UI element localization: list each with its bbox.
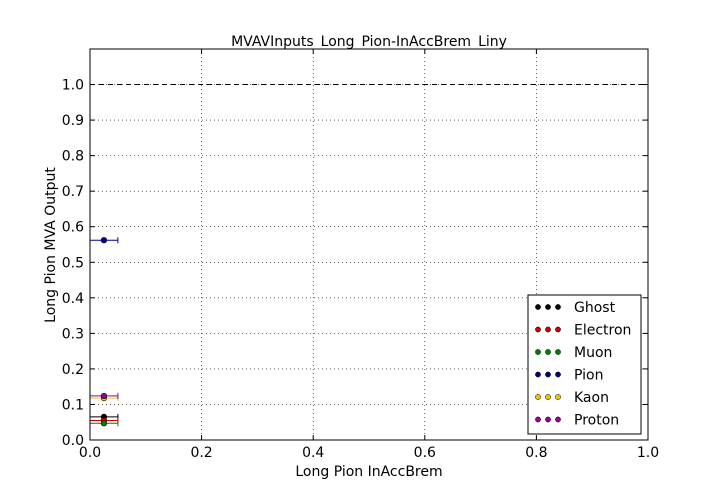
legend-marker-muon: [555, 349, 560, 354]
muon-point: [101, 420, 107, 426]
legend-marker-proton: [555, 417, 560, 422]
legend-label-pion: Pion: [574, 368, 603, 384]
legend: Ghost Electron Muon Pion Kaon Proton: [528, 295, 641, 434]
x-axis-label: Long Pion InAccBrem: [295, 464, 442, 480]
x-tick-label: 0.8: [525, 445, 547, 461]
legend-label-ghost: Ghost: [574, 300, 616, 316]
y-tick-label: 0.1: [62, 397, 84, 413]
legend-label-electron: Electron: [574, 323, 631, 339]
y-tick-label: 0.6: [62, 220, 84, 236]
legend-marker-ghost: [555, 304, 560, 309]
y-tick-label: 0.7: [62, 184, 84, 200]
legend-marker-proton: [535, 417, 540, 422]
proton-point: [101, 393, 107, 399]
pion-point: [101, 237, 107, 243]
legend-marker-kaon: [535, 394, 540, 399]
legend-marker-muon: [545, 349, 550, 354]
y-tick-label: 0.2: [62, 362, 84, 378]
y-tick-label: 0.3: [62, 326, 84, 342]
legend-marker-ghost: [535, 304, 540, 309]
legend-marker-electron: [535, 327, 540, 332]
y-tick-label: 0.4: [62, 291, 84, 307]
x-tick-label: 0.4: [302, 445, 324, 461]
legend-marker-pion: [555, 372, 560, 377]
legend-marker-ghost: [545, 304, 550, 309]
legend-marker-kaon: [555, 394, 560, 399]
y-axis-label: Long Pion MVA Output: [43, 167, 59, 323]
legend-label-kaon: Kaon: [574, 390, 609, 406]
legend-label-proton: Proton: [574, 413, 619, 429]
legend-marker-pion: [545, 372, 550, 377]
legend-marker-muon: [535, 349, 540, 354]
chart-title: MVAVInputs_Long_Pion-InAccBrem_Liny: [231, 34, 507, 50]
y-tick-label: 0.9: [62, 113, 84, 129]
y-tick-label: 0.0: [62, 433, 84, 449]
x-tick-label: 0.2: [190, 445, 212, 461]
legend-marker-proton: [545, 417, 550, 422]
legend-marker-electron: [555, 327, 560, 332]
y-tick-label: 0.5: [62, 255, 84, 271]
legend-label-muon: Muon: [574, 345, 612, 361]
series-markers: [90, 237, 118, 426]
legend-marker-kaon: [545, 394, 550, 399]
y-tick-label: 0.8: [62, 149, 84, 165]
y-tick-label: 1.0: [62, 78, 84, 94]
x-tick-label: 0.6: [414, 445, 436, 461]
legend-marker-electron: [545, 327, 550, 332]
x-tick-label: 1.0: [637, 445, 659, 461]
legend-marker-pion: [535, 372, 540, 377]
